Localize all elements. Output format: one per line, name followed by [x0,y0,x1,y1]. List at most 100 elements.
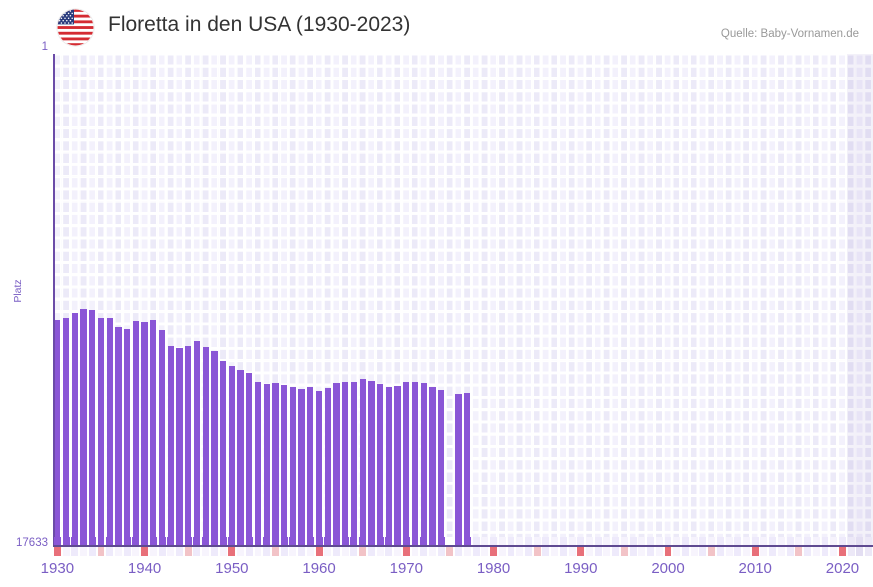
bar[interactable] [132,321,139,545]
tick-cell-lower [455,547,463,556]
tick-cell-upper [385,537,393,545]
bar[interactable] [219,361,227,545]
tick-cell-lower [184,547,192,556]
bar[interactable] [324,388,331,545]
tick-cell-lower [725,547,733,556]
bar[interactable] [254,382,262,545]
tick-cell-upper [402,537,410,545]
tick-cell-upper [507,537,515,545]
tick-cell-lower [202,547,210,556]
tick-cell-lower [568,547,576,556]
tick-cell-lower [176,547,183,556]
tick-cell-lower [376,547,384,556]
bar[interactable] [115,327,122,545]
bar[interactable] [429,387,436,545]
tick-cell-lower [490,547,497,556]
bar[interactable] [464,393,471,545]
y-axis-bottom-label: 17633 [16,537,48,549]
tick-cell-lower [507,547,515,556]
tick-cell-lower [106,547,114,556]
bar[interactable] [202,347,209,545]
tick-cell-upper [847,537,855,545]
tick-cell-upper [97,537,105,545]
x-tick-label: 1970 [389,560,423,577]
x-tick-label: 1950 [215,560,249,577]
bar[interactable] [185,346,192,545]
tick-cell-upper [289,537,297,545]
bar[interactable] [289,387,297,545]
bar[interactable] [106,318,113,545]
tick-cell-lower [394,547,402,556]
tick-cell-upper [228,537,236,545]
bar[interactable] [228,366,235,545]
bar[interactable] [89,310,96,545]
bar[interactable] [263,384,270,545]
tick-cell-lower [158,547,166,556]
tick-cell-lower [847,547,855,556]
tick-cell-upper [184,537,192,545]
bar[interactable] [455,394,462,545]
bar[interactable] [394,386,401,545]
bar[interactable] [150,320,157,545]
tick-cell-upper [708,537,716,545]
tick-cell-lower [804,547,812,556]
x-axis-tick-strip-lower [53,547,873,556]
tick-cell-lower [237,547,244,556]
bar[interactable] [333,383,340,545]
tick-cell-lower [734,547,742,556]
bar[interactable] [403,382,410,545]
bar[interactable] [97,318,105,545]
bar[interactable] [176,348,183,545]
bar[interactable] [438,390,445,545]
tick-cell-upper [359,537,367,545]
bar[interactable] [80,309,87,545]
bar[interactable] [158,330,166,545]
tick-cell-upper [734,537,742,545]
bar[interactable] [167,346,174,545]
tick-cell-lower [673,547,681,556]
tick-cell-lower [812,547,820,556]
tick-cell-lower [603,547,611,556]
bar[interactable] [211,351,218,545]
tick-cell-upper [376,537,384,545]
plot-band-recent-years [846,54,873,545]
bar[interactable] [385,387,392,545]
bar[interactable] [124,329,131,545]
bar[interactable] [71,313,78,545]
bar[interactable] [376,384,384,545]
bar[interactable] [237,370,244,545]
tick-cell-lower [769,547,777,556]
x-tick-label: 2020 [825,560,860,577]
bar[interactable] [420,383,427,545]
tick-cell-upper [638,537,646,545]
tick-cell-upper [804,537,812,545]
bar[interactable] [141,322,148,545]
tick-cell-lower [481,547,489,556]
tick-cell-upper [306,537,314,545]
bar[interactable] [54,320,61,545]
bar[interactable] [298,389,305,545]
bar[interactable] [193,341,201,545]
tick-cell-upper [132,537,140,545]
tick-cell-lower [795,547,803,556]
bar[interactable] [272,383,279,545]
tick-cell-lower [559,547,567,556]
tick-cell-upper [612,537,620,545]
bar[interactable] [62,318,70,545]
tick-cell-upper [594,537,602,545]
bar[interactable] [342,382,349,545]
bar[interactable] [315,391,323,545]
tick-cell-lower [254,547,262,556]
bar[interactable] [359,379,366,545]
bar[interactable] [411,382,419,545]
bar[interactable] [281,385,288,545]
bar[interactable] [246,373,253,545]
bar[interactable] [350,382,358,545]
tick-cell-lower [472,547,480,556]
tick-cell-upper [455,537,463,545]
tick-cell-upper [167,537,175,545]
bar[interactable] [368,381,375,545]
tick-cell-upper [524,537,532,545]
bar[interactable] [307,387,314,545]
